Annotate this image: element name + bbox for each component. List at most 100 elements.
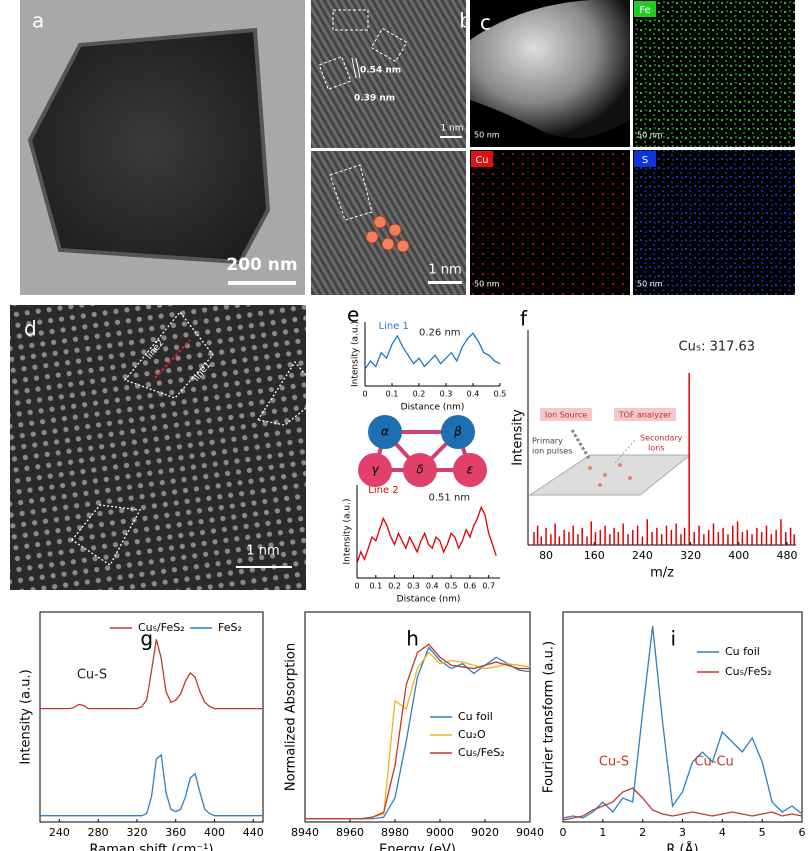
x-axis-label: Energy (eV) xyxy=(379,843,456,851)
line xyxy=(305,643,530,820)
spacing-label: 0.54 nm xyxy=(360,66,401,76)
atom xyxy=(453,453,487,487)
atom xyxy=(358,453,392,487)
x-tick-label: 0.7 xyxy=(482,582,495,591)
hrtem-bottom xyxy=(311,151,466,295)
ion-beam xyxy=(570,429,592,461)
x-axis-label: m/z xyxy=(650,566,674,581)
y-axis-label: Fourier transform (a.u.) xyxy=(542,641,557,793)
atom xyxy=(368,415,402,449)
x-tick-label: 0.5 xyxy=(494,390,507,399)
map-s xyxy=(633,150,795,295)
x-tick-label: 5 xyxy=(759,826,766,839)
hrtem-top xyxy=(311,0,466,148)
element-badge xyxy=(634,1,656,17)
inset-label: Ions xyxy=(648,444,665,453)
ion-path xyxy=(614,439,636,464)
legend-label: Cu foil xyxy=(458,710,493,723)
fringe xyxy=(355,57,361,79)
legend-label: Cu₅/FeS₂ xyxy=(725,665,772,678)
line xyxy=(305,646,531,820)
x-tick-label: 1 xyxy=(599,826,606,839)
atom-model: e α β γ δ ε xyxy=(347,303,487,487)
x-tick-label: 8960 xyxy=(336,826,364,839)
x-tick-label: 400 xyxy=(204,826,225,839)
x-tick-label: 0 xyxy=(560,826,567,839)
element-label: Cu xyxy=(475,155,488,166)
y-axis-label: Normalized Absorption xyxy=(284,643,299,791)
plot-frame xyxy=(39,611,264,823)
inset-label: TOF analyzer xyxy=(618,411,672,420)
x-tick-label: 3 xyxy=(679,826,686,839)
atom-label: γ xyxy=(371,463,379,477)
atom xyxy=(403,453,437,487)
line xyxy=(40,753,263,817)
x-tick-label: 0.3 xyxy=(440,390,453,399)
x-tick-label: 240 xyxy=(49,826,70,839)
atom xyxy=(441,415,475,449)
panel-label: f xyxy=(520,307,528,331)
x-tick-label: 2 xyxy=(639,826,646,839)
annotation: Cu-Cu xyxy=(694,755,733,770)
panel-c: c Fe Cu S 50 nm 50 nm 50 nm 50 nm xyxy=(470,0,795,295)
scale-bar xyxy=(236,566,292,568)
x-axis-label: Distance (nm) xyxy=(401,403,465,413)
element-label: S xyxy=(642,155,648,166)
scale-bar xyxy=(228,281,296,285)
x-tick-label: 440 xyxy=(243,826,264,839)
x-tick-label: 4 xyxy=(719,826,726,839)
x-tick-label: 8940 xyxy=(291,826,319,839)
x-tick-label: 480 xyxy=(776,549,797,562)
x-tick-label: 0.4 xyxy=(426,582,439,591)
x-tick-label: 240 xyxy=(632,549,653,562)
scale-label: 200 nm xyxy=(226,255,297,275)
scale-bar xyxy=(428,281,462,284)
scale-label: 1 nm xyxy=(428,263,461,278)
x-tick-label: 320 xyxy=(680,549,701,562)
cube xyxy=(27,27,271,265)
dotted-regions xyxy=(71,310,323,566)
panel-d: line2 line1 d 1 nm xyxy=(10,305,323,590)
line xyxy=(40,639,263,710)
x-tick-label: 0.2 xyxy=(388,582,401,591)
panel-label: g xyxy=(140,627,153,651)
x-tick-label: 6 xyxy=(799,826,806,839)
scale-label: 50 nm xyxy=(474,280,500,289)
x-axis-label: R (Å) xyxy=(666,842,698,851)
panel-b: 0.54 nm 0.39 nm b 1 nm 1 nm xyxy=(311,0,472,295)
atoms xyxy=(365,215,410,253)
y-axis-label: Intensity (a.u.) xyxy=(343,499,353,565)
x-tick-label: 9040 xyxy=(516,826,544,839)
y-axis-label: Intensity xyxy=(511,409,526,466)
annotation: Line 1 xyxy=(379,321,409,332)
particle xyxy=(470,0,630,138)
element-badge xyxy=(634,151,656,167)
scale-label: 50 nm xyxy=(474,131,500,140)
atom-label: β xyxy=(453,425,462,439)
annotation: Cu-S xyxy=(77,668,107,683)
scale-label: 1 nm xyxy=(440,124,463,134)
x-tick-label: 0.5 xyxy=(445,582,458,591)
x-tick-label: 320 xyxy=(126,826,147,839)
x-tick-label: 80 xyxy=(539,549,553,562)
spacing-label: 0.39 nm xyxy=(354,94,395,104)
annotation: 0.51 nm xyxy=(429,493,471,504)
line xyxy=(562,787,803,821)
y-axis-label: Intensity (a.u.) xyxy=(351,321,361,387)
secondary-ions xyxy=(588,463,632,487)
badge xyxy=(614,408,676,421)
x-tick-label: 360 xyxy=(165,826,186,839)
panel-label: a xyxy=(32,9,44,33)
element-badge xyxy=(471,151,493,167)
x-tick-label: 9000 xyxy=(426,826,454,839)
scale-label: 1 nm xyxy=(246,544,279,559)
x-tick-label: 160 xyxy=(584,549,605,562)
panel-f-inset: f Ion Source TOF analyzer Primary ion pu… xyxy=(520,307,692,496)
x-tick-label: 0 xyxy=(362,390,367,399)
x-tick-label: 0.3 xyxy=(407,582,420,591)
annotation: 0.26 nm xyxy=(419,328,461,339)
inset-label: Secondary xyxy=(640,434,683,443)
line xyxy=(364,332,501,370)
inset-label: ion pulses xyxy=(532,447,572,456)
x-tick-label: 0.2 xyxy=(413,390,426,399)
